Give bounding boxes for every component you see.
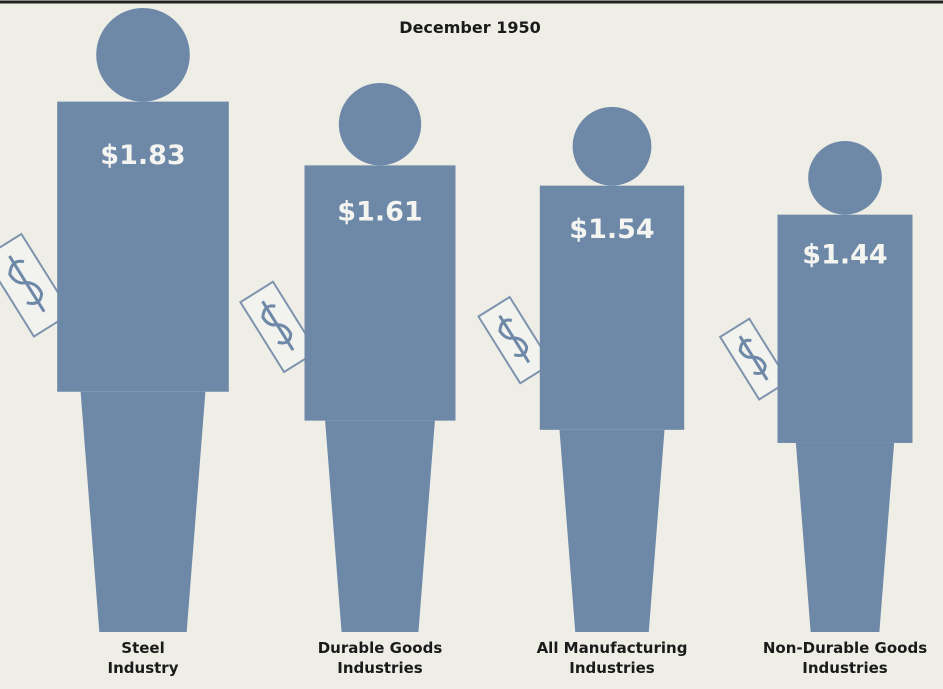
category-label: Durable Goods Industries xyxy=(270,638,490,678)
chart-canvas: December 1950 $1.83 $1.61 $1.54 $1.44 xyxy=(0,0,943,689)
category-label: Steel Industry xyxy=(33,638,253,678)
legs xyxy=(81,392,206,632)
value-label: $1.44 xyxy=(802,240,887,271)
value-label: $1.83 xyxy=(100,140,185,171)
head xyxy=(339,83,421,165)
value-label: $1.54 xyxy=(569,214,654,245)
head xyxy=(96,8,190,102)
head xyxy=(573,107,652,186)
legs xyxy=(559,430,664,632)
chart: December 1950 $1.83 $1.61 $1.54 $1.44 Steel… xyxy=(0,0,943,689)
value-label: $1.61 xyxy=(337,196,422,227)
legs xyxy=(796,443,894,632)
category-label: All Manufacturing Industries xyxy=(502,638,722,678)
category-label: Non-Durable Goods Industries xyxy=(735,638,943,678)
head xyxy=(808,141,882,215)
legs xyxy=(325,421,435,632)
chart-title: December 1950 xyxy=(399,18,540,37)
